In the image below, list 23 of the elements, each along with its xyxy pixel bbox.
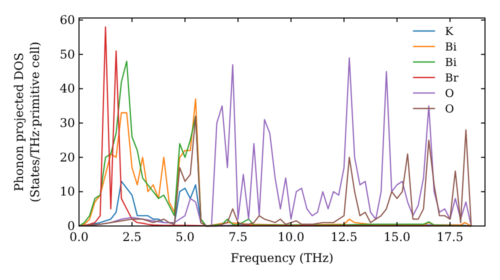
legend-label: Br [445, 72, 460, 84]
x-tick-label: 0.0 [69, 230, 89, 244]
x-tick-label: 2.5 [122, 230, 142, 244]
y-tick-label: 40 [60, 82, 75, 96]
legend-label: Bi [445, 56, 458, 69]
y-tick-label: 50 [60, 47, 75, 62]
x-tick-label: 15.0 [384, 230, 410, 244]
y-tick-label: 30 [60, 116, 75, 130]
y-tick-label: 10 [60, 184, 75, 199]
legend-label: O [445, 102, 454, 116]
x-tick-label: 7.5 [228, 230, 248, 244]
y-tick-label: 0 [67, 219, 75, 233]
legend-label: O [445, 87, 454, 100]
x-axis-title: Frequency (THz) [230, 251, 334, 265]
y-tick-label: 60 [60, 13, 75, 28]
y-tick-label: 20 [60, 150, 75, 164]
x-tick-label: 5.0 [175, 230, 195, 244]
x-tick-label: 12.5 [330, 230, 358, 244]
y-axis-title: Phonon projected DOS (States/THz·primitive cell) [12, 42, 42, 202]
x-tick-label: 10.0 [278, 230, 304, 244]
legend-label: K [445, 25, 454, 38]
legend-label: Bi [445, 40, 458, 54]
x-tick-label: 17.5 [436, 230, 464, 244]
